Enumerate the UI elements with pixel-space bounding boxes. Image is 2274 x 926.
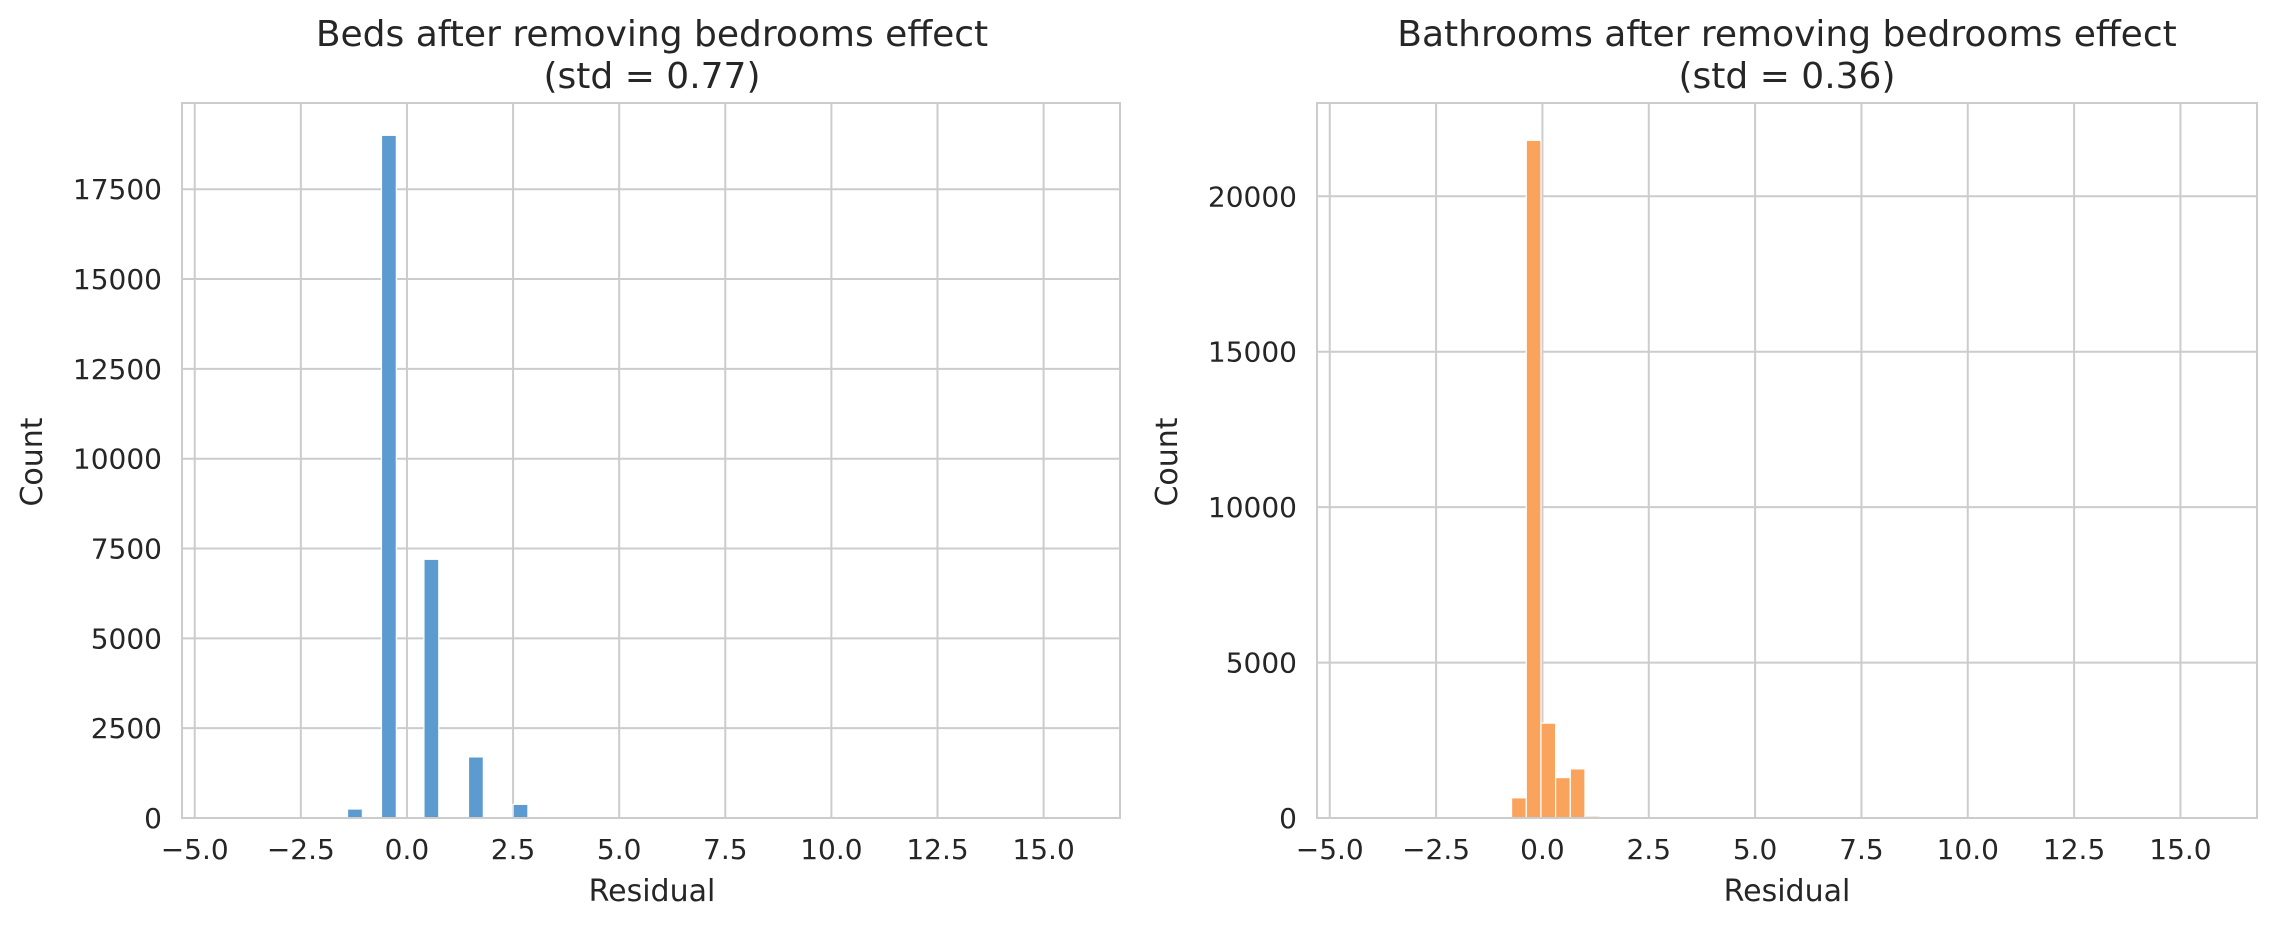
- histogram-bar: [380, 134, 397, 819]
- x-tick-label: 5.0: [597, 833, 642, 866]
- y-tick-label: 5000: [91, 622, 162, 655]
- x-tick-label: 7.5: [703, 833, 748, 866]
- y-tick-label: 10000: [73, 443, 162, 476]
- x-tick-label: 10.0: [800, 833, 862, 866]
- x-tick-label: 7.5: [1839, 833, 1884, 866]
- y-axis-label: Count: [1150, 417, 1185, 506]
- chart-title-line1: Bathrooms after removing bedrooms effect: [1397, 14, 2176, 55]
- y-tick-label: 12500: [73, 353, 162, 386]
- chart-title-line1: Beds after removing bedrooms effect: [316, 14, 988, 55]
- x-tick-label: 2.5: [1626, 833, 1671, 866]
- histogram-bar: [1525, 139, 1542, 819]
- y-tick-label: 17500: [73, 173, 162, 206]
- y-tick-label: 20000: [1208, 180, 1297, 213]
- plot-frame: [1316, 102, 2258, 819]
- histogram-bar: [512, 803, 529, 819]
- beds-residual-histogram: Beds after removing bedrooms effect (std…: [15, 14, 1121, 909]
- y-tick-label: 7500: [91, 533, 162, 566]
- plot-area: [181, 102, 1121, 819]
- x-tick-label: 12.5: [906, 833, 968, 866]
- histogram-bar: [1555, 776, 1571, 819]
- x-tick-label: 12.5: [2043, 833, 2105, 866]
- x-tick-label: −5.0: [1296, 833, 1364, 866]
- x-axis-label: Residual: [1724, 874, 1851, 909]
- x-tick-label: 0.0: [1520, 833, 1565, 866]
- y-tick-label: 15000: [1208, 336, 1297, 369]
- histogram-bar: [1569, 768, 1586, 819]
- y-tick-label: 0: [144, 802, 162, 835]
- histogram-bar: [1540, 722, 1557, 819]
- x-tick-label: 0.0: [385, 833, 430, 866]
- chart-title-line2: (std = 0.77): [543, 56, 760, 97]
- y-axis-label: Count: [15, 417, 50, 506]
- histogram-bar: [1510, 797, 1527, 819]
- histogram-bar: [423, 558, 440, 819]
- x-tick-label: 2.5: [491, 833, 536, 866]
- histogram-bar: [346, 808, 363, 819]
- x-tick-label: −2.5: [267, 833, 335, 866]
- y-tick-label: 10000: [1208, 491, 1297, 524]
- x-tick-label: −5.0: [161, 833, 229, 866]
- plot-area: [1316, 102, 2258, 819]
- y-tick-label: 0: [1279, 802, 1297, 835]
- x-tick-label: 10.0: [1937, 833, 1999, 866]
- y-tick-label: 2500: [91, 712, 162, 745]
- x-axis-label: Residual: [589, 874, 716, 909]
- x-tick-label: 15.0: [2149, 833, 2211, 866]
- plot-frame: [181, 102, 1121, 819]
- histogram-bar: [467, 756, 484, 819]
- y-tick-label: 15000: [73, 263, 162, 296]
- x-tick-label: −2.5: [1402, 833, 1470, 866]
- y-tick-label: 5000: [1226, 647, 1297, 680]
- chart-title-line2: (std = 0.36): [1678, 56, 1895, 97]
- x-tick-label: 5.0: [1733, 833, 1778, 866]
- bathrooms-residual-histogram: Bathrooms after removing bedrooms effect…: [1150, 14, 2258, 909]
- x-tick-label: 15.0: [1012, 833, 1074, 866]
